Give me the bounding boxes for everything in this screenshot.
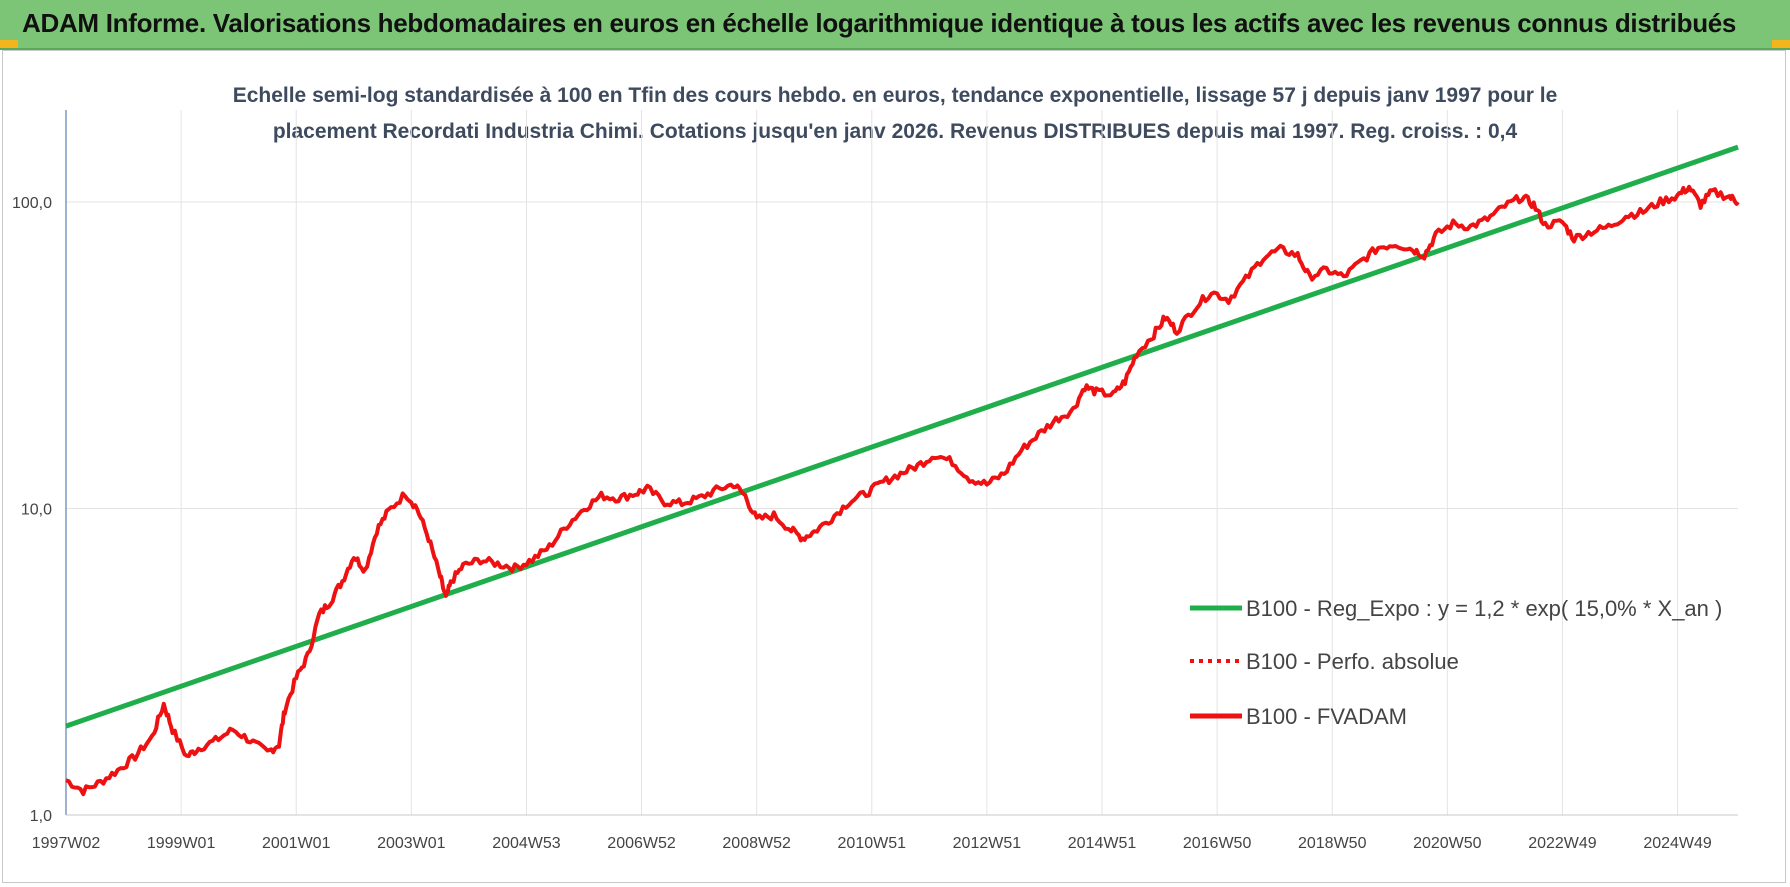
x-tick-label: 2024W49 <box>1643 835 1712 852</box>
legend-label: B100 - Reg_Expo : y = 1,2 * exp( 15,0% *… <box>1246 596 1722 621</box>
corner-accent-right <box>1772 40 1790 48</box>
x-tick-label: 2012W51 <box>953 835 1022 852</box>
fvadam-line <box>65 184 1740 797</box>
corner-accent-left <box>0 40 18 48</box>
x-tick-label: 2001W01 <box>262 835 331 852</box>
y-tick-label: 10,0 <box>21 502 52 519</box>
legend-label: B100 - Perfo. absolue <box>1246 649 1459 674</box>
chart-title: Echelle semi-log standardisée à 100 en T… <box>0 78 1790 150</box>
x-tick-label: 2003W01 <box>377 835 446 852</box>
chart-title-line-2: placement Recordati Industria Chimi. Cot… <box>272 120 1518 143</box>
legend-label: B100 - FVADAM <box>1246 704 1407 729</box>
x-tick-label: 2016W50 <box>1183 835 1252 852</box>
y-tick-label: 100,0 <box>12 195 52 212</box>
x-tick-label: 2008W52 <box>722 835 791 852</box>
x-tick-label: 2004W53 <box>492 835 561 852</box>
x-tick-label: 2020W50 <box>1413 835 1482 852</box>
x-tick-label: 1997W02 <box>32 835 101 852</box>
chart-frame <box>2 50 1786 883</box>
x-tick-label: 2006W52 <box>607 835 676 852</box>
x-tick-label: 2010W51 <box>838 835 907 852</box>
trend-line <box>65 144 1739 729</box>
x-tick-label: 2018W50 <box>1298 835 1367 852</box>
x-tick-label: 2022W49 <box>1528 835 1597 852</box>
y-tick-label: 1,0 <box>30 808 52 825</box>
x-tick-label: 2014W51 <box>1068 835 1137 852</box>
report-banner: ADAM Informe. Valorisations hebdomadaire… <box>0 0 1790 50</box>
x-tick-label: 1999W01 <box>147 835 216 852</box>
banner-title: ADAM Informe. Valorisations hebdomadaire… <box>22 8 1737 38</box>
chart-title-line-1: Echelle semi-log standardisée à 100 en T… <box>232 84 1558 107</box>
